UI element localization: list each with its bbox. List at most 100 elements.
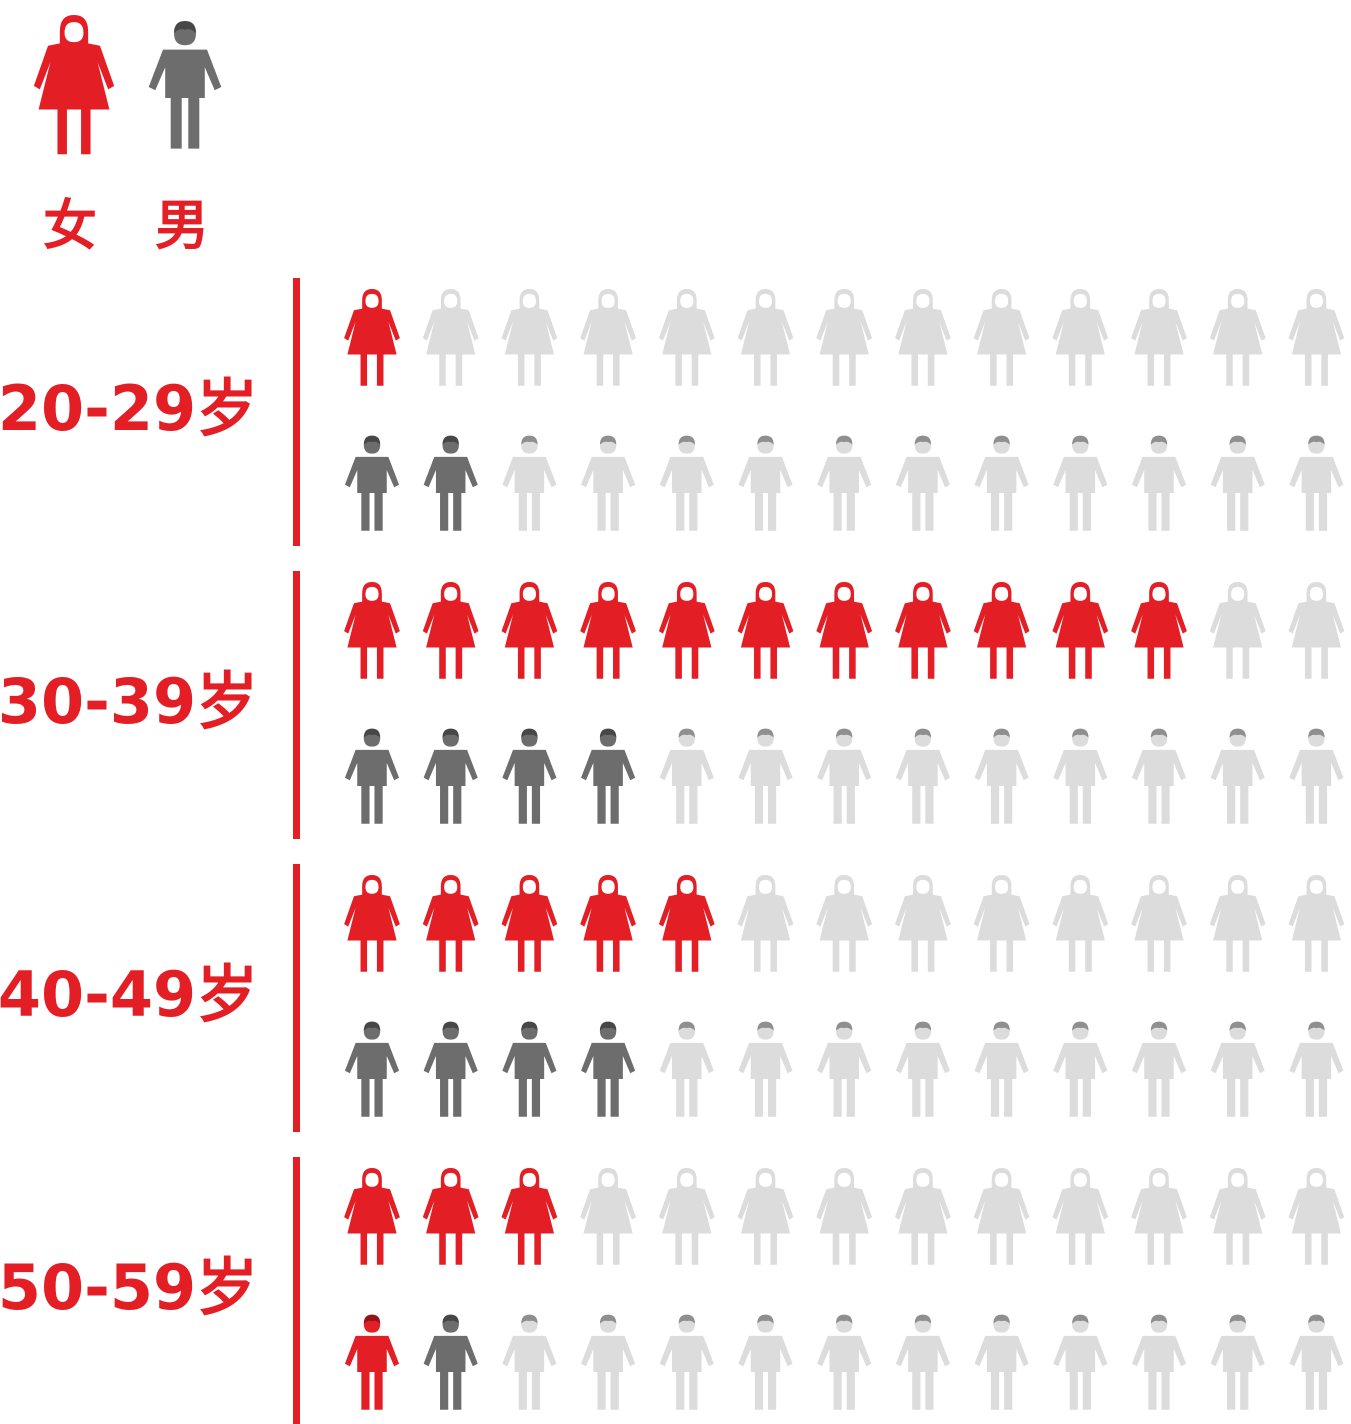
female-inactive-icon bbox=[658, 288, 715, 386]
legend: 女 男 bbox=[33, 15, 222, 257]
female-icon bbox=[344, 581, 400, 679]
male-inactive-icon bbox=[1210, 1021, 1265, 1117]
male-inactive-icon bbox=[974, 435, 1029, 531]
female-inactive-icon bbox=[737, 874, 794, 972]
age-group: 40-49岁 bbox=[0, 864, 1345, 1132]
female-inactive-icon bbox=[1052, 874, 1109, 972]
age-group: 50-59岁 bbox=[0, 1157, 1345, 1424]
female-inactive-icon bbox=[1052, 1167, 1109, 1265]
male-inactive-icon bbox=[817, 435, 872, 531]
male-inactive-icon bbox=[1131, 435, 1187, 531]
male-icon bbox=[423, 435, 478, 531]
male-icon bbox=[344, 1021, 400, 1117]
female-inactive-icon bbox=[895, 288, 951, 386]
female-inactive-icon bbox=[895, 874, 951, 972]
male-inactive-icon bbox=[1131, 1021, 1187, 1117]
male-icon bbox=[581, 728, 636, 824]
female-inactive-icon bbox=[1288, 288, 1345, 386]
female-icon bbox=[501, 874, 558, 972]
group-divider bbox=[293, 1157, 300, 1424]
female-inactive-icon bbox=[1131, 874, 1187, 972]
male-icon bbox=[344, 1314, 400, 1410]
male-inactive-icon bbox=[895, 728, 950, 824]
female-icon bbox=[973, 581, 1030, 679]
female-icon bbox=[501, 1167, 558, 1265]
male-inactive-icon bbox=[1053, 435, 1108, 531]
female-inactive-icon bbox=[816, 874, 873, 972]
female-inactive-icon bbox=[658, 1167, 715, 1265]
male-inactive-icon bbox=[1210, 435, 1265, 531]
male-inactive-icon bbox=[1210, 728, 1265, 824]
female-icon bbox=[422, 1167, 479, 1265]
female-inactive-icon bbox=[737, 1167, 794, 1265]
male-inactive-icon bbox=[895, 435, 950, 531]
female-inactive-icon bbox=[1209, 1167, 1266, 1265]
female-icon bbox=[422, 874, 479, 972]
female-inactive-icon bbox=[973, 874, 1030, 972]
female-icon bbox=[895, 581, 951, 679]
male-inactive-icon bbox=[581, 1314, 636, 1410]
female-icon bbox=[737, 581, 794, 679]
group-label: 50-59岁 bbox=[0, 1251, 258, 1324]
male-inactive-icon bbox=[502, 1314, 557, 1410]
male-inactive-icon bbox=[1053, 1021, 1108, 1117]
male-inactive-icon bbox=[974, 1314, 1029, 1410]
female-icon bbox=[422, 581, 479, 679]
female-inactive-icon bbox=[816, 288, 873, 386]
group-divider bbox=[293, 278, 300, 546]
group-label: 30-39岁 bbox=[0, 665, 258, 738]
male-inactive-icon bbox=[502, 435, 557, 531]
female-inactive-icon bbox=[580, 288, 636, 386]
male-inactive-icon bbox=[1289, 728, 1344, 824]
female-icon bbox=[344, 288, 400, 386]
male-inactive-icon bbox=[817, 728, 872, 824]
female-inactive-icon bbox=[816, 1167, 873, 1265]
female-inactive-icon bbox=[973, 1167, 1030, 1265]
female-inactive-icon bbox=[1052, 288, 1109, 386]
male-inactive-icon bbox=[659, 435, 714, 531]
female-inactive-icon bbox=[1131, 288, 1187, 386]
legend-male-icon bbox=[148, 20, 222, 149]
male-icon bbox=[423, 1021, 478, 1117]
female-icon bbox=[580, 874, 636, 972]
female-icon bbox=[344, 1167, 400, 1265]
male-inactive-icon bbox=[1053, 1314, 1108, 1410]
male-inactive-icon bbox=[895, 1314, 950, 1410]
group-label: 40-49岁 bbox=[0, 958, 258, 1031]
female-inactive-icon bbox=[1288, 1167, 1345, 1265]
male-inactive-icon bbox=[1053, 728, 1108, 824]
female-inactive-icon bbox=[1288, 874, 1345, 972]
female-inactive-icon bbox=[1209, 874, 1266, 972]
male-inactive-icon bbox=[974, 728, 1029, 824]
female-inactive-icon bbox=[1288, 581, 1345, 679]
male-inactive-icon bbox=[1289, 1314, 1344, 1410]
male-inactive-icon bbox=[738, 728, 793, 824]
male-icon bbox=[581, 1021, 636, 1117]
age-group: 20-29岁 bbox=[0, 278, 1345, 546]
male-inactive-icon bbox=[738, 1314, 793, 1410]
male-icon bbox=[502, 1021, 557, 1117]
male-inactive-icon bbox=[974, 1021, 1029, 1117]
male-inactive-icon bbox=[738, 435, 793, 531]
male-inactive-icon bbox=[581, 435, 636, 531]
female-inactive-icon bbox=[1131, 1167, 1187, 1265]
male-inactive-icon bbox=[659, 1314, 714, 1410]
female-icon bbox=[816, 581, 873, 679]
male-icon bbox=[423, 728, 478, 824]
group-label: 20-29岁 bbox=[0, 372, 258, 445]
male-icon bbox=[344, 435, 400, 531]
male-inactive-icon bbox=[895, 1021, 950, 1117]
legend-female-icon bbox=[33, 15, 115, 155]
legend-female-label: 女 bbox=[43, 194, 97, 257]
female-inactive-icon bbox=[1209, 288, 1266, 386]
male-inactive-icon bbox=[659, 1021, 714, 1117]
male-icon bbox=[423, 1314, 478, 1410]
female-inactive-icon bbox=[895, 1167, 951, 1265]
male-inactive-icon bbox=[1131, 1314, 1187, 1410]
group-divider bbox=[293, 571, 300, 839]
female-icon bbox=[658, 874, 715, 972]
group-divider bbox=[293, 864, 300, 1132]
female-icon bbox=[501, 581, 558, 679]
legend-male-label: 男 bbox=[155, 194, 209, 257]
